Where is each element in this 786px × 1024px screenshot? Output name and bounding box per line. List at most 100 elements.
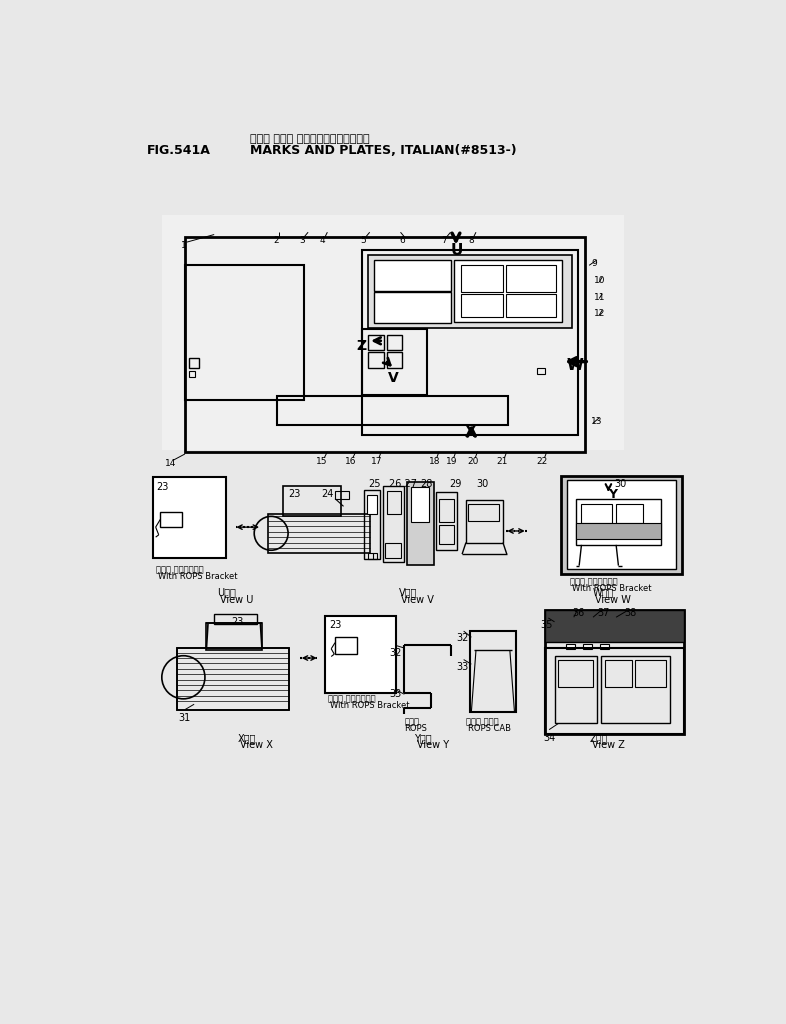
Bar [454,260,562,322]
Text: ロプス: ロプス [404,718,420,726]
Bar [366,495,377,514]
Text: 29: 29 [449,478,461,488]
Text: 12: 12 [594,309,606,318]
Bar [461,294,503,316]
Text: ロプス キャブ: ロプス キャブ [466,718,498,726]
Bar [177,648,289,710]
Bar [411,487,429,522]
Circle shape [591,617,608,634]
Text: 9: 9 [592,259,597,268]
Text: 8: 8 [468,237,474,245]
Circle shape [611,617,628,634]
Bar [374,292,451,324]
Bar [439,525,454,544]
Text: 26 27: 26 27 [389,478,417,488]
Text: View U: View U [219,595,253,605]
Bar [383,486,404,562]
Text: With ROPS Bracket: With ROPS Bracket [158,571,237,581]
Bar [207,624,262,650]
Bar [466,500,503,543]
Bar [368,335,384,350]
Text: ロプス ブラケット付: ロプス ブラケット付 [156,565,204,573]
Bar [368,255,572,329]
Bar [364,490,380,559]
Text: 1: 1 [182,242,187,251]
Text: 23: 23 [156,481,169,492]
Text: View Y: View Y [417,740,449,751]
Text: 33: 33 [456,662,468,672]
Bar [185,237,586,453]
Text: 23: 23 [231,617,244,628]
Text: View Z: View Z [592,740,625,751]
Text: 10: 10 [594,276,606,285]
Bar [545,648,684,734]
Text: V　橋: V 橋 [399,587,417,597]
Text: 32: 32 [456,634,468,643]
Bar [537,368,545,374]
Text: U: U [450,243,463,258]
Bar [268,514,369,553]
Text: 11: 11 [594,293,606,302]
Circle shape [571,617,588,634]
Bar [189,371,195,377]
Text: ROPS CAB: ROPS CAB [468,724,511,733]
Text: 17: 17 [371,457,383,466]
Text: 34: 34 [543,733,555,742]
Text: 37: 37 [597,608,609,617]
Text: 4: 4 [320,237,325,245]
Bar [616,504,643,523]
Bar [387,335,402,350]
Bar [185,265,304,400]
Text: 31: 31 [178,713,191,723]
Bar [177,648,289,710]
Text: 38: 38 [624,608,636,617]
Text: 35: 35 [541,620,553,630]
Bar [374,260,451,291]
Bar [461,264,503,292]
Circle shape [630,617,648,634]
Bar [567,480,676,568]
Text: 19: 19 [446,457,457,466]
Text: 28: 28 [420,478,432,488]
Text: 33: 33 [389,689,401,698]
Text: 25: 25 [368,478,380,488]
Bar [162,215,624,451]
Circle shape [392,340,397,345]
Circle shape [551,617,567,634]
Bar [545,609,684,642]
Bar [335,490,349,499]
Text: マーク および プレート（イタリアゴ）: マーク および プレート（イタリアゴ） [251,134,370,143]
Text: 14: 14 [165,460,177,468]
Bar [284,486,341,515]
Text: 18: 18 [428,457,440,466]
Text: 22: 22 [537,457,548,466]
Bar [160,512,182,527]
Text: 6: 6 [399,237,405,245]
Text: View X: View X [240,740,273,751]
Bar [362,250,578,435]
Text: 7: 7 [442,237,447,245]
Text: 15: 15 [316,457,328,466]
Bar [601,655,670,724]
Text: W: W [566,358,583,374]
Text: With ROPS Bracket: With ROPS Bracket [330,701,410,711]
Text: V: V [388,371,399,385]
Text: ロプス ブラケット付: ロプス ブラケット付 [328,694,376,703]
Bar [214,614,256,625]
Bar [506,264,556,292]
Bar [583,644,592,649]
Text: U　橋: U 橋 [217,587,236,597]
Bar [545,609,684,734]
Bar [387,490,401,514]
Text: 13: 13 [591,417,603,426]
Bar [335,637,357,654]
Bar [560,475,682,574]
Text: ROPS: ROPS [404,724,428,733]
Text: 30: 30 [615,478,626,488]
Bar [277,396,509,426]
Bar [385,543,401,558]
Bar [152,477,226,558]
Text: Y　橋: Y 橋 [414,733,432,742]
Text: W　橋: W 橋 [593,587,615,597]
Bar [576,499,661,545]
